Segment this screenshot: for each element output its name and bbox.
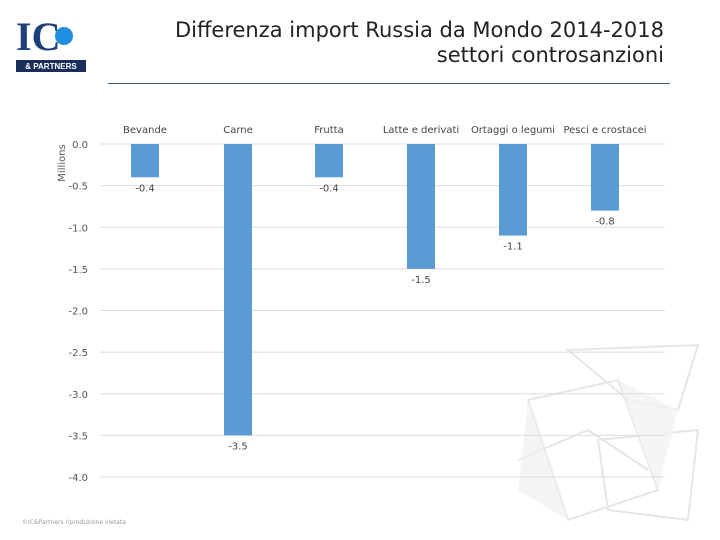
- y-tick-label: -2.0: [68, 307, 88, 318]
- copyright-footer: ©IC&Partners riproduzione vietata: [22, 519, 126, 526]
- y-tick-label: 0.0: [72, 140, 88, 151]
- bar: [131, 144, 159, 178]
- y-tick-label: -4.0: [68, 473, 88, 484]
- data-label: -0.4: [319, 183, 339, 194]
- page-title: Differenza import Russia da Mondo 2014-2…: [174, 18, 664, 67]
- bar: [224, 144, 252, 436]
- data-label: -1.5: [411, 275, 431, 286]
- bar: [407, 144, 435, 269]
- logo-letters: IC: [16, 14, 60, 59]
- category-label: Ortaggi o legumi: [471, 125, 555, 136]
- y-tick-label: -1.0: [68, 223, 88, 234]
- category-label: Frutta: [314, 125, 343, 136]
- y-tick-label: -3.5: [68, 431, 88, 442]
- bar: [499, 144, 527, 236]
- y-tick-label: -1.5: [68, 265, 88, 276]
- bar: [591, 144, 619, 211]
- category-label: Carne: [223, 125, 253, 136]
- data-label: -1.1: [503, 242, 523, 253]
- data-label: -3.5: [228, 441, 248, 452]
- y-axis-title: Millions: [57, 144, 68, 181]
- data-label: -0.4: [135, 183, 155, 194]
- data-label: -0.8: [595, 217, 615, 228]
- logo-graphic: IC & PARTNERS: [16, 14, 86, 72]
- y-tick-label: -2.5: [68, 348, 88, 359]
- bar: [315, 144, 343, 178]
- category-label: Latte e derivati: [383, 125, 459, 136]
- logo-subtitle: & PARTNERS: [25, 62, 77, 71]
- category-label: Bevande: [123, 125, 167, 136]
- y-tick-label: -3.0: [68, 390, 88, 401]
- decorative-arrows-graphic: [517, 343, 700, 522]
- category-label: Pesci e crostacei: [563, 125, 646, 136]
- title-divider: [108, 83, 670, 84]
- logo-dot: [55, 27, 73, 45]
- company-logo: IC & PARTNERS: [14, 12, 88, 74]
- y-tick-label: -0.5: [68, 182, 88, 193]
